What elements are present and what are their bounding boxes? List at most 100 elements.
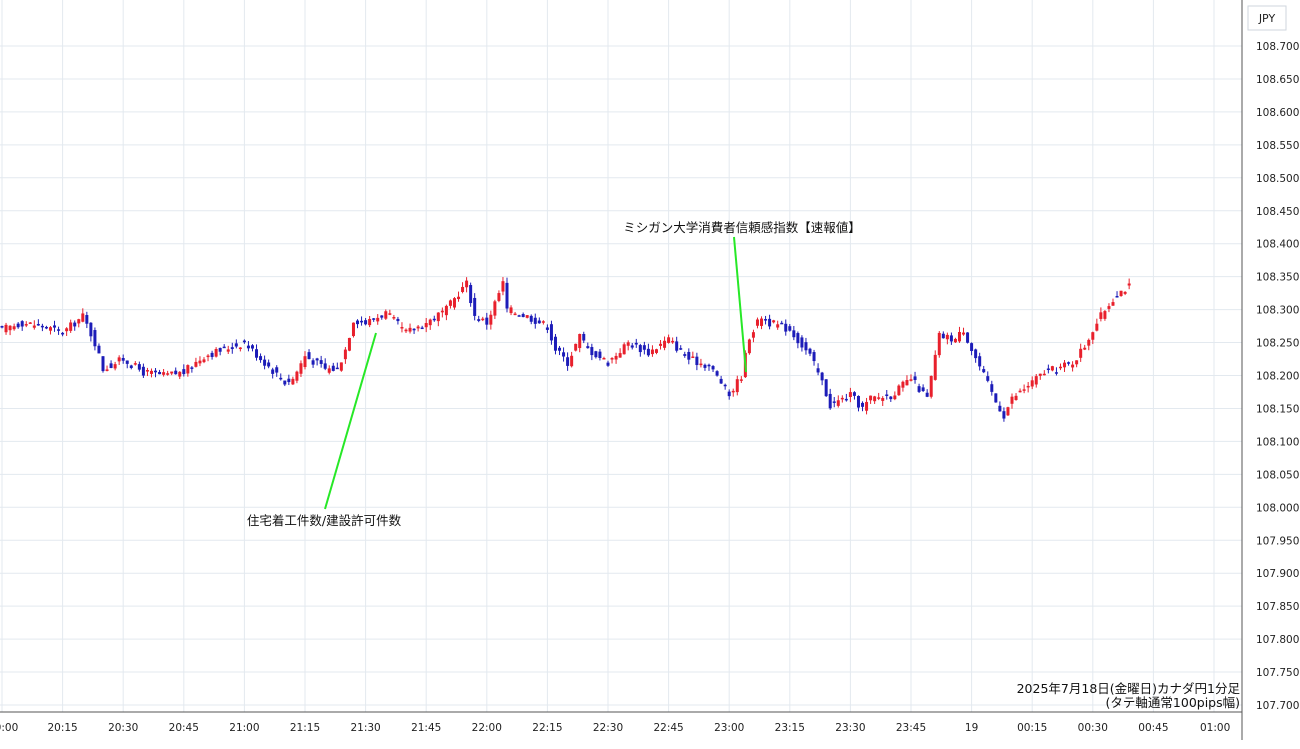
candle-body <box>663 340 667 348</box>
candle-body <box>558 347 562 351</box>
candle-body <box>48 327 52 331</box>
candle-body <box>1079 348 1083 358</box>
candle-body <box>824 379 828 397</box>
candle-body <box>764 319 768 321</box>
candle-body <box>1083 347 1087 350</box>
candle-body <box>856 395 860 408</box>
candle-body <box>1014 395 1018 400</box>
y-tick-label: 108.250 <box>1256 338 1299 350</box>
candle-body <box>751 332 755 338</box>
candle-body <box>675 341 679 351</box>
candle-body <box>683 354 687 356</box>
candle-body <box>699 363 703 366</box>
candle-body <box>335 367 339 370</box>
candle-body <box>1075 360 1079 365</box>
candle-body <box>69 322 73 331</box>
candle-body <box>1010 396 1014 404</box>
candle-body <box>440 310 444 313</box>
candle-body <box>820 372 824 381</box>
candle-body <box>190 367 194 369</box>
candle-body <box>101 356 105 372</box>
x-tick-label: 21:15 <box>290 722 320 734</box>
candle-body <box>703 364 707 368</box>
y-tick-label: 108.050 <box>1256 469 1299 481</box>
currency-box <box>1247 5 1287 31</box>
candle-body <box>1071 364 1075 368</box>
candle-body <box>20 321 24 327</box>
candle-body <box>509 307 513 314</box>
candle-body <box>873 396 877 402</box>
candle-body <box>368 318 372 326</box>
candle-body <box>941 333 945 339</box>
candle-body <box>881 398 885 401</box>
candle-body <box>141 366 145 376</box>
candle-body <box>93 330 97 347</box>
candle-body <box>234 343 238 347</box>
candle-body <box>137 364 141 370</box>
candle-body <box>40 325 44 328</box>
candle-body <box>242 340 246 343</box>
candle-body <box>804 342 808 351</box>
x-tick-label: 23:00 <box>714 722 744 734</box>
candle-body <box>537 320 541 324</box>
candle-body <box>735 379 739 393</box>
candle-body <box>162 372 166 375</box>
candle-body <box>545 327 549 330</box>
x-tick-label: 21:45 <box>411 722 441 734</box>
y-tick-label: 108.100 <box>1256 436 1299 448</box>
candle-body <box>909 379 913 381</box>
candle-body <box>1050 366 1054 371</box>
candle-body <box>796 333 800 344</box>
candle-body <box>392 317 396 319</box>
candle-body <box>1119 290 1123 297</box>
annotation-housing-starts: 住宅着工件数/建設許可件数 <box>247 513 402 528</box>
candle-body <box>707 364 711 367</box>
candle-body <box>808 348 812 354</box>
candle-body <box>925 392 929 397</box>
candle-body <box>465 280 469 288</box>
y-tick-label: 108.300 <box>1256 305 1299 317</box>
candle-body <box>448 300 452 306</box>
candle-body <box>800 337 804 348</box>
candle-body <box>828 393 832 409</box>
x-tick-label: 22:15 <box>532 722 562 734</box>
x-tick-label: 21:30 <box>350 722 380 734</box>
x-tick-label: 00:15 <box>1017 722 1047 734</box>
candle-body <box>32 325 36 328</box>
candle-body <box>586 346 590 349</box>
candle-body <box>521 314 525 318</box>
candle-body <box>452 298 456 308</box>
candle-body <box>267 362 271 367</box>
candle-body <box>497 293 501 301</box>
y-tick-label: 108.500 <box>1256 173 1299 185</box>
candle-body <box>186 365 190 374</box>
candle-body <box>525 315 529 318</box>
candle-body <box>1111 302 1115 306</box>
candle-body <box>574 343 578 351</box>
candle-body <box>319 360 323 364</box>
candle-body <box>933 354 937 380</box>
annotation-line-michigan <box>733 236 747 373</box>
candle-body <box>230 347 234 350</box>
candle-body <box>279 377 283 380</box>
candle-body <box>343 349 347 360</box>
candle-body <box>105 369 109 371</box>
x-tick-label: 20:45 <box>169 722 199 734</box>
candle-body <box>416 326 420 329</box>
candle-body <box>214 349 218 357</box>
candle-body <box>978 356 982 367</box>
grid-lines <box>0 0 1242 712</box>
candle-body <box>885 394 889 396</box>
y-tick-label: 107.750 <box>1256 667 1299 679</box>
y-tick-label: 108.350 <box>1256 272 1299 284</box>
candle-body <box>493 301 497 316</box>
x-tick-label: 20:15 <box>47 722 77 734</box>
candle-body <box>1038 373 1042 376</box>
candle-body <box>198 360 202 364</box>
candle-body <box>1030 380 1034 387</box>
candle-body <box>388 313 392 315</box>
candle-body <box>182 369 186 375</box>
candle-body <box>501 281 505 292</box>
candle-body <box>715 371 719 376</box>
